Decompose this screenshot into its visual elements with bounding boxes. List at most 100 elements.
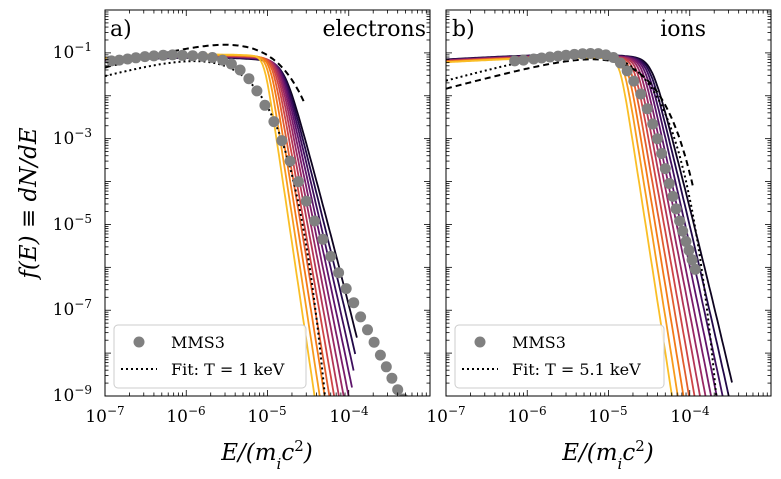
x-axis-label-b: E/(mic2): [561, 437, 654, 473]
mms3-data-point: [614, 57, 626, 69]
mms3-data-point: [560, 49, 572, 61]
mms3-data-point: [689, 263, 701, 275]
mms3-data-point: [635, 88, 647, 100]
mms3-data-point: [197, 50, 209, 62]
mms3-data-point: [674, 215, 686, 227]
frame-b: [445, 9, 772, 397]
legend-marker-mms3-a: [133, 336, 145, 348]
ticks-a: [104, 10, 430, 397]
mms3-data-point: [659, 163, 671, 175]
mms3-data-point: [225, 58, 237, 70]
mms3-data-point: [536, 52, 548, 64]
mms3-data-point: [380, 361, 392, 373]
mms3-data-point: [187, 50, 199, 62]
mms3-data-point: [647, 118, 659, 130]
legend-box-b: [454, 324, 665, 389]
y-tick-label: 10−5: [53, 212, 92, 235]
mms3-data-point: [518, 54, 529, 66]
mms3-data-point: [392, 384, 404, 396]
fit-dotted-line: [105, 60, 326, 396]
panel-ions: b) ions 10−7 10−6 10−5 10−4 E/(mic2) MMS…: [426, 9, 772, 473]
fit-dashed-b: [446, 58, 694, 187]
x-tick-label: 10−5: [247, 404, 286, 427]
mms3-data-point: [368, 336, 380, 348]
mms3-data-point: [148, 50, 160, 62]
mms3-data-point: [355, 311, 367, 323]
mms3-data-point: [105, 55, 117, 67]
mms3-data-point: [167, 49, 179, 61]
mms3-data-point: [348, 297, 360, 309]
panel-title-a: electrons: [323, 17, 426, 42]
x-tick-label: 10−7: [85, 404, 124, 427]
legend-b: MMS3 Fit: T = 5.1 keV: [454, 324, 665, 389]
mms3-data-point: [386, 372, 398, 384]
x-tick-labels-a: 10−7 10−6 10−5 10−4: [85, 404, 369, 427]
fit-dashed-line: [446, 58, 694, 187]
mms3-data-point: [544, 51, 556, 63]
x-axis-label-a: E/(mic2): [220, 437, 313, 473]
mms3-data-point: [641, 103, 653, 115]
mms3-data-point: [680, 236, 692, 247]
mms3-data-point: [663, 178, 675, 189]
y-tick-label: 10−3: [53, 126, 92, 149]
legend-marker-mms3-b: [474, 336, 486, 348]
frame-a: [104, 9, 431, 397]
x-tick-label: 10−4: [670, 404, 710, 427]
panel-label-b: b): [452, 17, 475, 42]
legend-label-fit-a: Fit: T = 1 keV: [171, 360, 285, 379]
mms3-data-point: [398, 393, 409, 396]
mms3-data-point: [177, 49, 188, 61]
y-axis-label: f(E) ≡ dN/dE: [16, 127, 42, 280]
y-tick-labels: 10−9 10−7 10−5 10−3 10−1: [53, 40, 92, 406]
panel-label-a: a): [110, 17, 132, 42]
mms3-data-point: [317, 233, 329, 245]
mms3-data-point: [259, 99, 271, 111]
x-tick-label: 10−5: [588, 404, 627, 427]
legend-label-mms3-b: MMS3: [512, 333, 566, 352]
mms3-data-point: [113, 54, 125, 66]
mms3-data-point: [651, 133, 663, 145]
mms3-data-point: [268, 116, 280, 128]
x-tick-label: 10−6: [166, 404, 205, 427]
mms3-data-point: [309, 215, 321, 227]
mms3-data-point: [130, 52, 142, 64]
x-tick-label: 10−4: [329, 404, 369, 427]
mms3-data-point: [577, 48, 589, 60]
mms3-data-point: [325, 250, 337, 262]
mms3-data-point: [300, 195, 312, 207]
legend-label-mms3-a: MMS3: [171, 333, 225, 352]
mms3-data-point: [122, 53, 134, 65]
legend-a: MMS3 Fit: T = 1 keV: [113, 324, 307, 389]
ticks-b: [445, 10, 771, 397]
x-tick-label: 10−7: [426, 404, 465, 427]
mms3-data-point: [686, 254, 698, 266]
mms3-data-point: [206, 52, 218, 63]
legend-box-a: [113, 324, 307, 389]
mms3-data-point: [585, 48, 596, 59]
x-tick-labels-b: 10−7 10−6 10−5 10−4: [426, 404, 710, 427]
y-tick-label: 10−9: [53, 383, 92, 406]
mms3-data-point: [374, 349, 386, 361]
mms3-data-point: [509, 55, 521, 67]
mms3-data-point: [670, 203, 682, 215]
mms3-data-point: [284, 155, 296, 167]
mms3-data-point: [656, 148, 668, 159]
mms3-data-point: [403, 403, 414, 414]
y-tick-label: 10−1: [53, 40, 92, 63]
mms3-data-point: [276, 135, 288, 147]
mms3-data-point: [139, 51, 151, 63]
mms3-data-point: [677, 225, 689, 237]
mms3-data-point: [628, 75, 640, 87]
mms3-data-point: [552, 50, 564, 62]
mms3-data-point: [621, 65, 633, 77]
mms3-data-point: [157, 49, 169, 61]
mms3-data-point: [667, 190, 679, 202]
panel-title-b: ions: [660, 17, 706, 42]
mms3-data-point: [568, 48, 580, 60]
fit-dotted-a: [105, 60, 326, 396]
mms3-data-point: [333, 267, 345, 279]
x-tick-label: 10−6: [507, 404, 546, 427]
panel-electrons: a) electrons 10−7 10−6 10−5 10−4 10−9 10…: [16, 9, 431, 473]
y-tick-label: 10−7: [53, 297, 92, 320]
